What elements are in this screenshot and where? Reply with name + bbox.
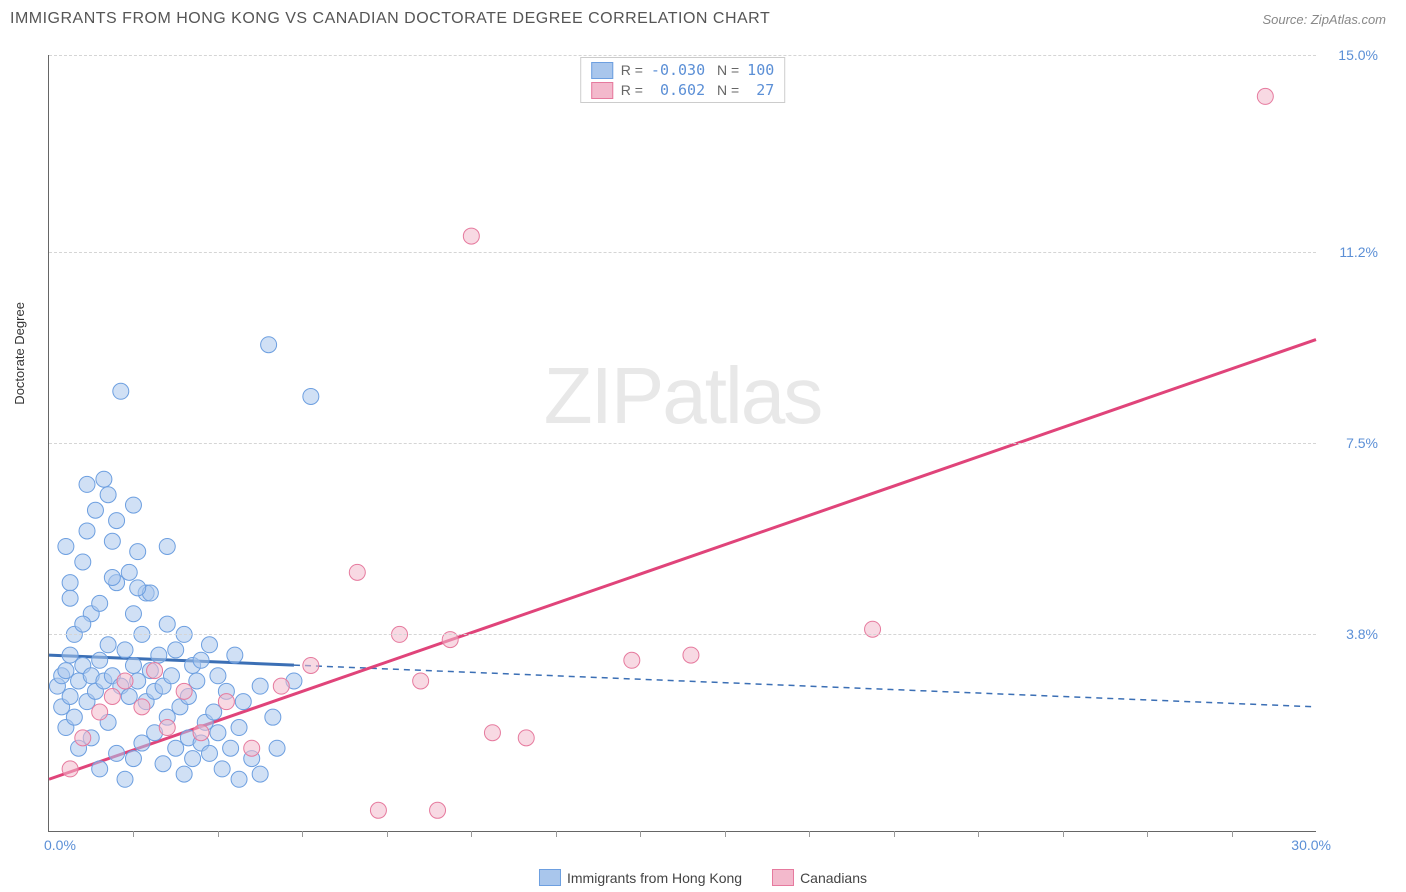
- bottom-legend: Immigrants from Hong Kong Canadians: [539, 869, 867, 886]
- legend-stats-row: R = 0.602 N = 27: [581, 80, 785, 100]
- header: IMMIGRANTS FROM HONG KONG VS CANADIAN DO…: [0, 0, 1406, 33]
- chart-area: Doctorate Degree ZIPatlas R = -0.030 N =…: [40, 55, 1386, 857]
- x-min-label: 0.0%: [44, 837, 76, 853]
- x-max-label: 30.0%: [1291, 837, 1331, 853]
- swatch-icon: [591, 62, 613, 79]
- source-label: Source: ZipAtlas.com: [1262, 12, 1386, 27]
- legend-stats-box: R = -0.030 N = 100 R = 0.602 N = 27: [580, 57, 786, 103]
- swatch-icon: [591, 82, 613, 99]
- legend-stats-row: R = -0.030 N = 100: [581, 60, 785, 80]
- legend-item: Canadians: [772, 869, 867, 886]
- swatch-icon: [539, 869, 561, 886]
- legend-item: Immigrants from Hong Kong: [539, 869, 742, 886]
- plot-region: ZIPatlas R = -0.030 N = 100 R = 0.602 N …: [48, 55, 1316, 832]
- chart-title: IMMIGRANTS FROM HONG KONG VS CANADIAN DO…: [10, 10, 770, 28]
- swatch-icon: [772, 869, 794, 886]
- y-axis-label: Doctorate Degree: [12, 302, 27, 405]
